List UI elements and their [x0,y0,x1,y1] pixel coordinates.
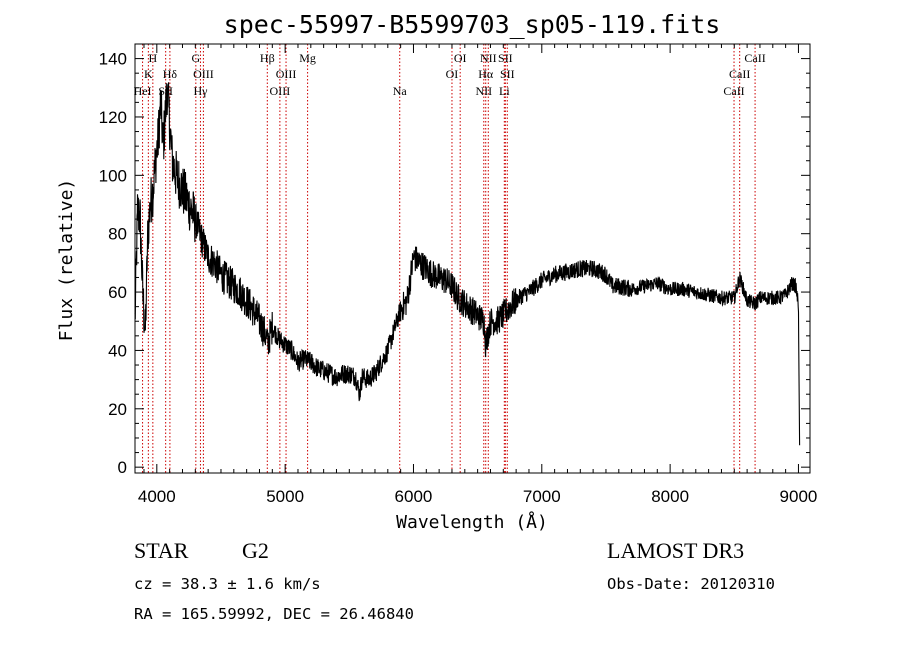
line-label-hγ: Hγ [193,84,208,98]
plot-frame [134,43,811,474]
y-tick-label: 40 [108,341,127,360]
line-label-g: G [191,51,200,65]
line-label-hδ: Hδ [163,67,178,81]
line-label-oiii: OIII [276,67,297,81]
y-tick-label: 140 [99,50,127,69]
line-label-oiii: OIII [270,84,291,98]
line-label-hβ: Hβ [260,51,275,65]
line-label-sii: SII [498,51,513,65]
redshift-velocity: cz = 38.3 ± 1.6 km/s [134,575,321,593]
line-label-li: Li [499,84,510,98]
x-tick-label: 9000 [780,487,818,506]
y-axis-ticks: 0 20 40 60 80 100 120 140 [99,50,810,477]
line-label-caii: CaII [744,51,765,65]
x-tick-label: 6000 [395,487,433,506]
line-label-hα: Hα [478,67,494,81]
observation-date: Obs-Date: 20120310 [607,575,775,593]
emission-line-markers [142,44,756,473]
coordinates: RA = 165.59992, DEC = 26.46840 [134,605,414,623]
spectrum-series-line [134,82,801,446]
x-tick-label: 4000 [138,487,176,506]
line-label-nii: NII [480,51,497,65]
object-subclass: G2 [242,538,269,563]
line-label-k: K [144,67,153,81]
line-label-hei: HeI [134,84,152,98]
y-tick-label: 100 [99,166,127,185]
y-tick-label: 80 [108,225,127,244]
y-tick-label: 120 [99,108,127,127]
emission-line-labels: HeIKHSIIHδGHγOIIIHβOIIIOIIIMgNaOIOINIINI… [134,51,766,98]
y-tick-label: 20 [108,400,127,419]
line-label-sii: SII [500,67,515,81]
object-class: STAR [134,538,189,563]
y-tick-label: 0 [118,458,127,477]
x-axis-label: Wavelength (Å) [396,511,548,533]
x-tick-label: 8000 [651,487,689,506]
line-label-oi: OI [454,51,467,65]
line-label-mg: Mg [299,51,316,65]
line-label-h: H [149,51,158,65]
line-label-caii: CaII [729,67,750,81]
line-label-nii: NII [475,84,492,98]
chart-title: spec-55997-B5599703_sp05-119.fits [224,10,721,39]
y-axis-label: Flux (relative) [56,179,77,342]
survey-name: LAMOST DR3 [607,538,744,563]
x-tick-label: 7000 [523,487,561,506]
y-tick-label: 60 [108,283,127,302]
line-label-caii: CaII [723,84,744,98]
x-axis-ticks: 4000 5000 6000 7000 8000 9000 [138,44,817,506]
x-tick-label: 5000 [266,487,304,506]
line-label-oi: OI [446,67,459,81]
line-label-oiii: OIII [193,67,214,81]
line-label-na: Na [393,84,408,98]
